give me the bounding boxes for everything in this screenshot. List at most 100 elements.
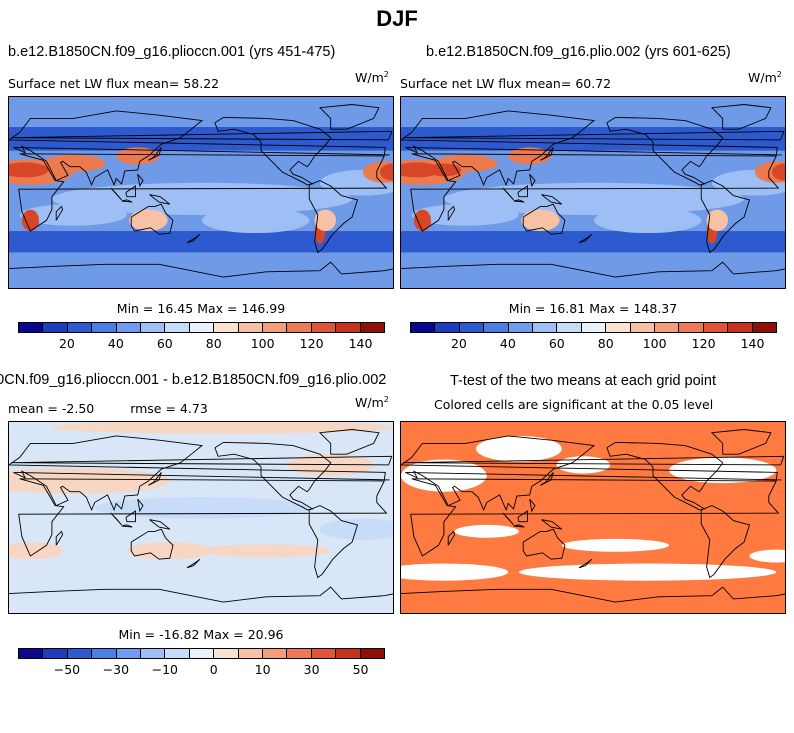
coastline xyxy=(148,147,162,161)
coastline xyxy=(403,455,785,466)
colorbar-tick-label: 100 xyxy=(642,336,667,351)
field-patch xyxy=(401,459,487,492)
panel2-title: b.e12.B1850CN.f09_g16.plio.002 (yrs 601-… xyxy=(426,44,731,60)
colorbar-swatch xyxy=(703,323,729,332)
colorbar-swatch xyxy=(165,323,190,332)
colorbar-tick-label: 50 xyxy=(352,662,369,677)
field-patch xyxy=(94,497,310,519)
coastline xyxy=(148,472,162,486)
field-patch xyxy=(594,207,702,234)
coastline xyxy=(149,519,171,530)
panel2-max-label: Max = xyxy=(589,301,630,316)
coastline xyxy=(710,429,772,455)
panel1-mean-label: Surface net LW flux mean= xyxy=(8,76,180,91)
colorbar-tick-label: 120 xyxy=(299,336,324,351)
field-patch xyxy=(426,163,462,177)
colorbar-swatch xyxy=(238,323,264,332)
colorbar-swatch xyxy=(311,649,337,658)
panel3-title: b.e12.B1850CN.f09_g16.plioccn.001 - b.e1… xyxy=(0,372,387,388)
colorbar-swatch xyxy=(581,323,607,332)
coastline xyxy=(401,110,782,187)
coastline xyxy=(110,512,122,526)
colorbar-tick-label: 10 xyxy=(254,662,271,677)
coastline xyxy=(186,558,201,569)
colorbar-tick-label: 60 xyxy=(548,336,565,351)
colorbar-tick-label: 30 xyxy=(303,662,320,677)
coastline xyxy=(401,261,785,278)
colorbar-swatch xyxy=(336,649,361,658)
coastline xyxy=(9,110,390,187)
coastline xyxy=(214,441,332,511)
coastline xyxy=(125,185,136,198)
colorbar-tick-label: 80 xyxy=(597,336,614,351)
panel2-colorbar-ticks: 20 40 60 80 100 120 140 xyxy=(410,336,777,352)
coastline xyxy=(137,498,144,513)
coastline xyxy=(522,528,566,560)
field-patch xyxy=(749,549,785,563)
coastline xyxy=(447,530,456,546)
colorbar-swatch xyxy=(141,323,166,332)
colorbar-swatch xyxy=(728,323,753,332)
colorbar-tick-label: 40 xyxy=(107,336,124,351)
coastline xyxy=(318,429,380,455)
colorbar-tick-label: −10 xyxy=(151,662,178,677)
colorbar-swatch xyxy=(484,323,509,332)
colorbar-swatch xyxy=(189,323,215,332)
colorbar-tick-label: 20 xyxy=(58,336,75,351)
colorbar-swatch xyxy=(360,323,385,332)
colorbar-swatch xyxy=(679,323,704,332)
field-patch xyxy=(556,456,611,474)
colorbar-swatch xyxy=(67,323,93,332)
coastline xyxy=(513,199,525,203)
field-patch xyxy=(379,163,393,181)
colorbar-tick-label: 40 xyxy=(499,336,516,351)
coastline xyxy=(9,586,393,603)
colorbar-swatch xyxy=(508,323,534,332)
colorbar-swatch xyxy=(263,323,288,332)
significant-region xyxy=(401,422,785,613)
coastline xyxy=(11,130,393,141)
panel2-min-value: 16.81 xyxy=(549,301,586,316)
panel1-map xyxy=(8,96,394,289)
coastline xyxy=(410,478,780,557)
coastline xyxy=(9,261,393,278)
panel3-min-label: Min = xyxy=(118,627,156,642)
field-patch xyxy=(443,182,745,215)
colorbar-swatch xyxy=(336,323,361,332)
field-patch xyxy=(202,207,310,234)
field-patch xyxy=(41,154,106,173)
coastline xyxy=(308,180,359,254)
coastline xyxy=(130,528,174,560)
coastline xyxy=(540,472,554,486)
panel2-map xyxy=(400,96,786,289)
colorbar-swatch xyxy=(630,323,656,332)
coastline xyxy=(9,435,390,512)
field-patch xyxy=(476,435,562,462)
coastline xyxy=(540,147,554,161)
band-cold xyxy=(9,231,393,253)
panel3-mean-label: mean = xyxy=(8,401,58,416)
coastline xyxy=(502,187,514,201)
panel1-title: b.e12.B1850CN.f09_g16.plioccn.001 (yrs 4… xyxy=(8,44,336,60)
colorbar-swatch xyxy=(435,323,460,332)
field-patch xyxy=(771,163,785,181)
figure-title: DJF xyxy=(376,6,418,31)
colorbar-swatch xyxy=(606,323,631,332)
panel2-units: W/m2 xyxy=(748,70,782,86)
field-patch xyxy=(129,209,168,232)
coastline xyxy=(55,205,64,221)
colorbar-swatch xyxy=(238,649,264,658)
coastline xyxy=(513,524,525,528)
coastline xyxy=(308,505,359,579)
field-patch xyxy=(521,209,560,232)
colorbar-swatch xyxy=(141,649,166,658)
coastline xyxy=(529,498,536,513)
coastline xyxy=(401,586,785,603)
colorbar-swatch xyxy=(533,323,558,332)
panel3-colorbar-ticks: −50 −30 −10 0 10 30 50 xyxy=(18,662,385,678)
colorbar-swatch xyxy=(752,323,777,332)
panel3-colorbar xyxy=(18,648,385,659)
colorbar-tick-label: 60 xyxy=(156,336,173,351)
colorbar-tick-label: 20 xyxy=(450,336,467,351)
coastline xyxy=(18,478,388,557)
